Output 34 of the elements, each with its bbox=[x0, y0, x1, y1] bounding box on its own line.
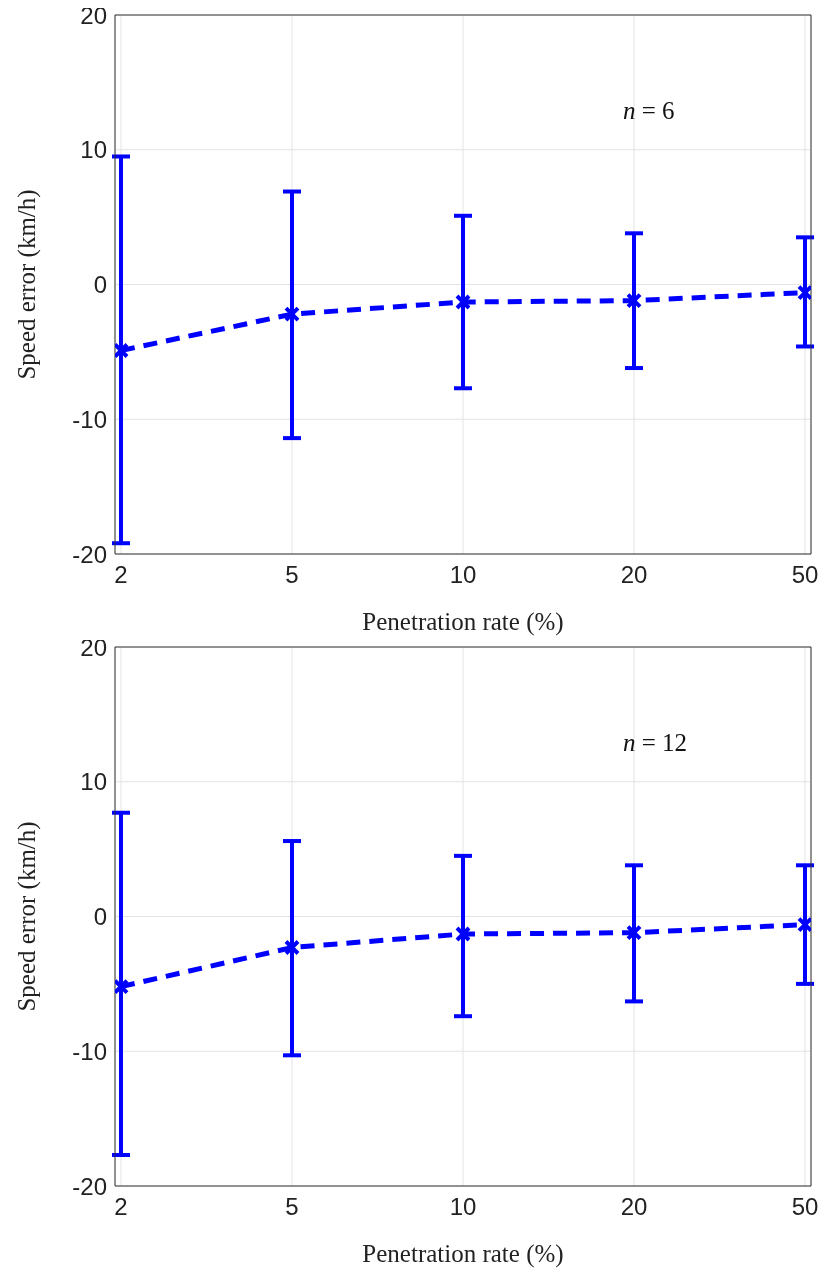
point bbox=[115, 342, 129, 359]
x-axis-title: Penetration rate (%) bbox=[362, 608, 564, 636]
y-tick-label: -20 bbox=[72, 540, 107, 568]
x-tick-label: 50 bbox=[791, 1193, 819, 1221]
point bbox=[455, 294, 471, 311]
annotation: n = 6 bbox=[623, 97, 675, 124]
x-tick-label: 2 bbox=[114, 1193, 128, 1221]
point bbox=[626, 292, 643, 309]
y-tick-label: 10 bbox=[80, 768, 107, 796]
x-tick-label: 10 bbox=[449, 1193, 477, 1221]
y-tick-label: 10 bbox=[80, 136, 107, 164]
y-axis-title: Speed error (km/h) bbox=[12, 189, 41, 380]
x-tick-label: 2 bbox=[114, 561, 128, 589]
annotation: n = 12 bbox=[623, 729, 688, 756]
point bbox=[626, 924, 643, 941]
point bbox=[455, 926, 471, 943]
y-tick-label: -10 bbox=[72, 1037, 107, 1065]
point bbox=[797, 284, 811, 301]
x-tick-label: 5 bbox=[285, 561, 299, 589]
y-tick-label: 0 bbox=[93, 903, 107, 931]
point bbox=[283, 306, 300, 323]
x-tick-label: 50 bbox=[791, 561, 819, 589]
x-tick-label: 10 bbox=[449, 561, 477, 589]
y-tick-label: -20 bbox=[72, 1172, 107, 1200]
y-tick-label: -10 bbox=[72, 405, 107, 433]
y-tick-label: 0 bbox=[93, 271, 107, 299]
x-tick-label: 5 bbox=[285, 1193, 299, 1221]
x-tick-label: 20 bbox=[620, 1193, 648, 1221]
x-tick-label: 20 bbox=[620, 561, 648, 589]
y-axis-title: Speed error (km/h) bbox=[12, 821, 41, 1012]
x-axis-title: Penetration rate (%) bbox=[362, 1240, 564, 1268]
point bbox=[797, 916, 811, 933]
point bbox=[115, 978, 129, 995]
point bbox=[283, 939, 300, 956]
